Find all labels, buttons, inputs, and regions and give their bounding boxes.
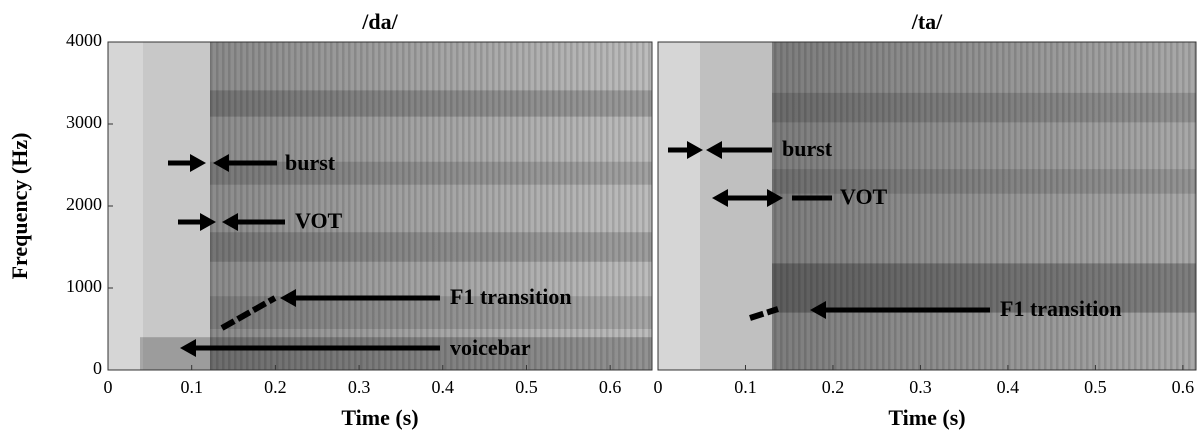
arrow-head xyxy=(712,189,728,207)
formant-band xyxy=(772,169,1196,194)
x-tick-label: 0.1 xyxy=(180,377,203,397)
shade xyxy=(143,42,211,370)
y-tick-label: 4000 xyxy=(66,30,102,50)
x-tick-label: 0.6 xyxy=(599,377,622,397)
formant-band xyxy=(210,296,652,329)
y-tick-label: 3000 xyxy=(66,112,102,132)
x-tick-label: 0.4 xyxy=(997,377,1020,397)
panel-title: /ta/ xyxy=(911,9,943,34)
x-tick-label: 0 xyxy=(104,377,113,397)
y-tick-label: 2000 xyxy=(66,194,102,214)
plot-frame xyxy=(657,41,1197,371)
arrow-head xyxy=(280,289,296,307)
formant-band xyxy=(210,232,652,262)
striations xyxy=(210,42,652,370)
formant-band xyxy=(772,92,1196,123)
x-tick-label: 0.5 xyxy=(1084,377,1107,397)
y-axis-label: Frequency (Hz) xyxy=(7,133,32,280)
x-tick-label: 0.4 xyxy=(432,377,455,397)
annotation: VOT xyxy=(295,208,343,233)
arrow-head xyxy=(180,339,196,357)
annotation: burst xyxy=(285,150,336,175)
annotation: voicebar xyxy=(450,335,531,360)
x-tick-label: 0.3 xyxy=(348,377,371,397)
x-tick-label: 0.6 xyxy=(1172,377,1195,397)
arrow-head xyxy=(767,189,783,207)
x-axis-label: Time (s) xyxy=(888,405,965,430)
formant-band xyxy=(210,161,652,185)
arrow-head xyxy=(222,213,238,231)
x-tick-label: 0.2 xyxy=(822,377,845,397)
annotation: VOT xyxy=(840,184,888,209)
arrow-head xyxy=(190,154,206,172)
arrow-head xyxy=(200,213,216,231)
x-tick-label: 0 xyxy=(654,377,663,397)
annotation: F1 transition xyxy=(450,284,572,309)
formant-band xyxy=(772,263,1196,313)
y-tick-label: 0 xyxy=(93,358,102,378)
x-tick-label: 0.5 xyxy=(515,377,538,397)
striations xyxy=(772,42,1196,370)
x-axis-label: Time (s) xyxy=(341,405,418,430)
f1-trace xyxy=(749,306,779,321)
x-tick-label: 0.1 xyxy=(734,377,757,397)
panel-title: /da/ xyxy=(361,9,398,34)
arrow-head xyxy=(810,301,826,319)
x-tick-label: 0.2 xyxy=(264,377,287,397)
f1-trace xyxy=(220,295,277,331)
formant-band xyxy=(210,90,652,117)
arrow-head xyxy=(213,154,229,172)
x-tick-label: 0.3 xyxy=(909,377,932,397)
arrow-head xyxy=(706,141,722,159)
y-tick-label: 1000 xyxy=(66,276,102,296)
voicebar-band xyxy=(140,337,652,370)
arrow-head xyxy=(687,141,703,159)
annotation: burst xyxy=(782,136,833,161)
annotation: F1 transition xyxy=(1000,296,1122,321)
